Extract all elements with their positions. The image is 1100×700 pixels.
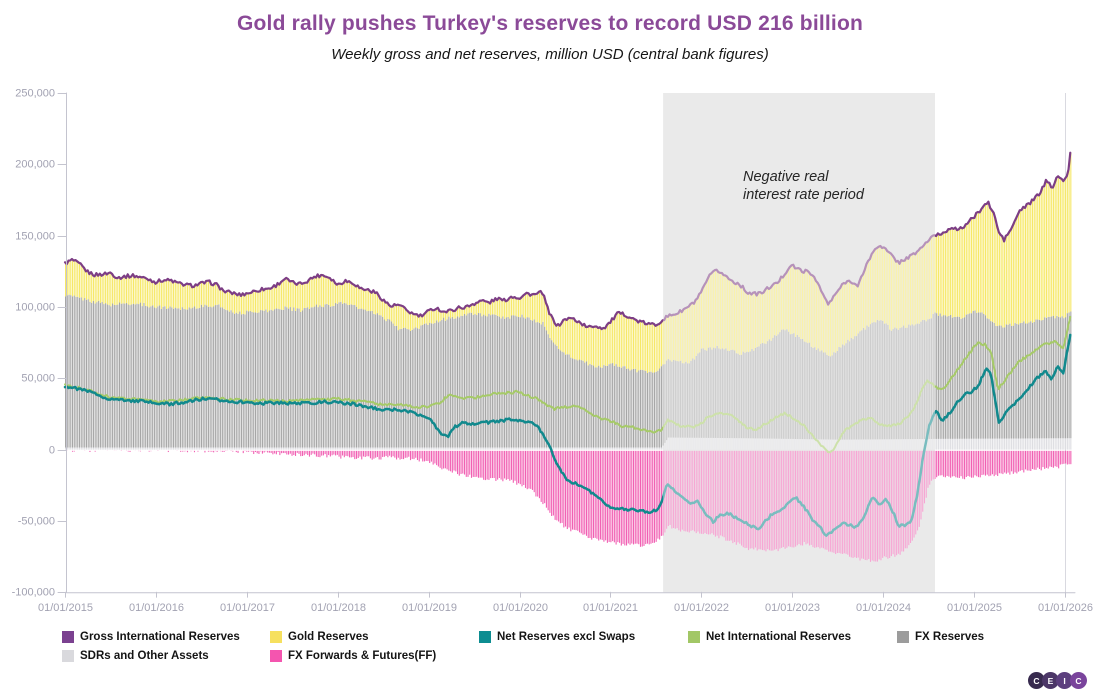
logo-circle: I bbox=[1056, 672, 1073, 689]
annotation-line-2: interest rate period bbox=[743, 187, 864, 203]
page-title: Gold rally pushes Turkey's reserves to r… bbox=[236, 12, 864, 35]
annotation-line-1: Negative real bbox=[743, 169, 829, 185]
logo-circle: E bbox=[1042, 672, 1059, 689]
logo-circle: C bbox=[1070, 672, 1087, 689]
chart-subtitle: Weekly gross and net reserves, million U… bbox=[331, 46, 769, 63]
logo-circle: C bbox=[1028, 672, 1045, 689]
shaded-region-annotation: Negative real interest rate period bbox=[743, 168, 864, 204]
